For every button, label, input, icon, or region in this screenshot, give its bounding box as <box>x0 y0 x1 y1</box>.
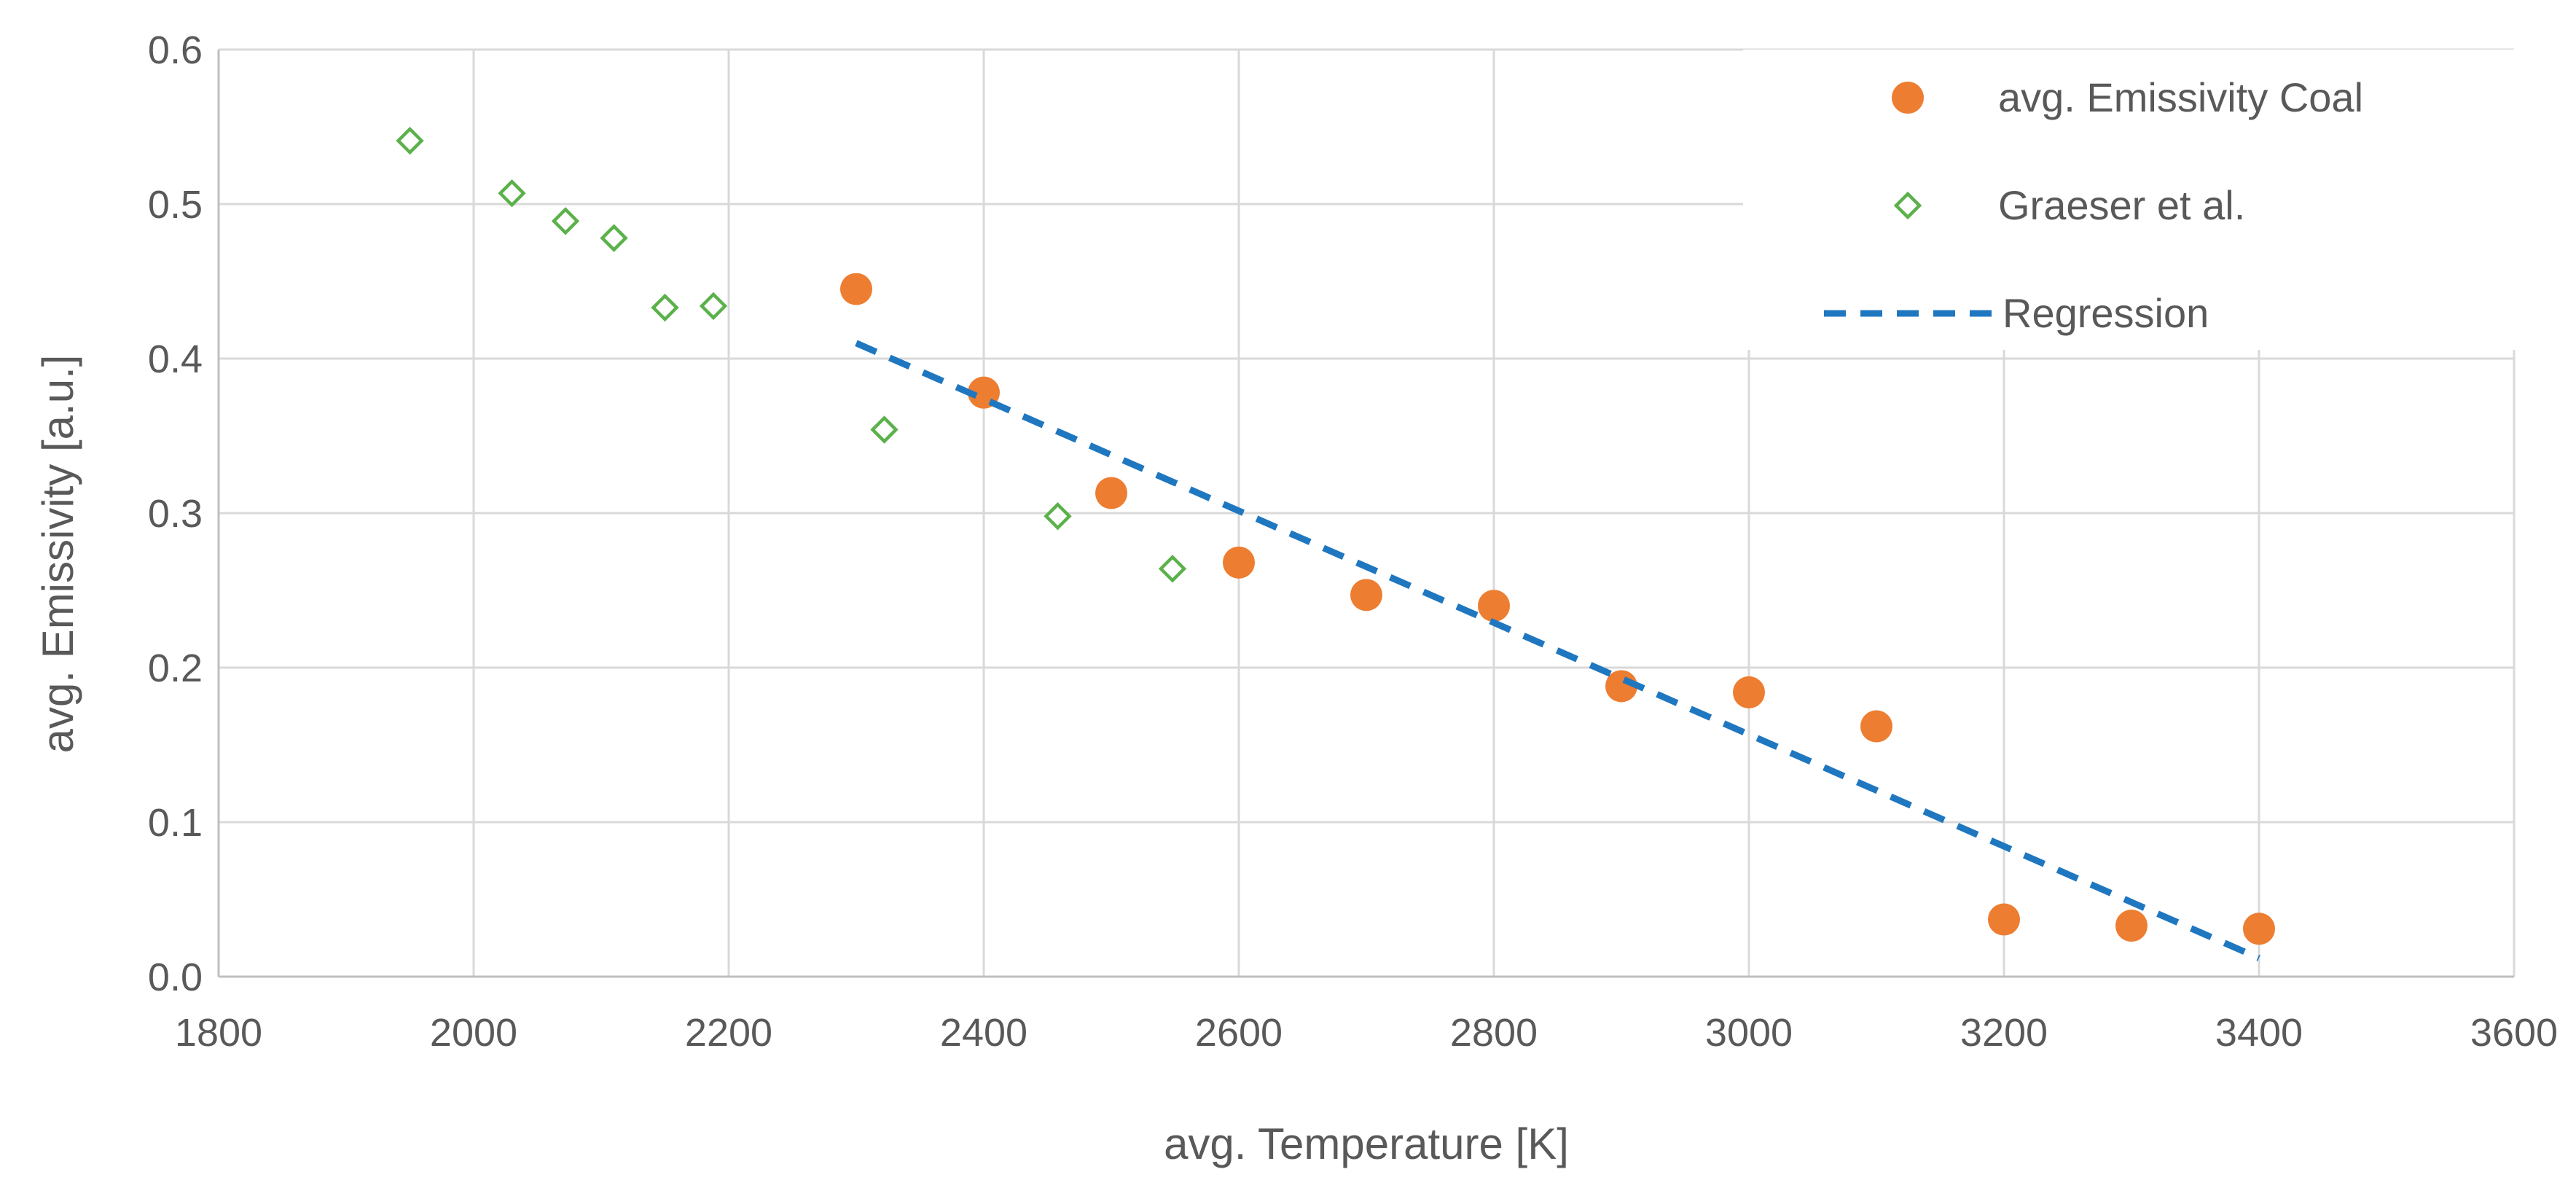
y-tick-label: 0.0 <box>148 956 203 999</box>
legend-marker-graeser <box>1893 191 1922 220</box>
x-tick-label: 3000 <box>1705 1011 1793 1055</box>
y-tick-label: 0.1 <box>148 801 203 845</box>
y-tick-label: 0.6 <box>148 28 203 72</box>
graeser-point <box>651 293 679 322</box>
coal-emissivity-point <box>1478 590 1510 622</box>
x-tick-label: 3200 <box>1960 1011 2048 1055</box>
graeser-point <box>396 126 424 155</box>
x-tick-label: 3600 <box>2470 1011 2558 1055</box>
coal-emissivity-point <box>1223 546 1255 579</box>
graeser-point <box>1044 502 1072 531</box>
graeser-point <box>1158 555 1187 583</box>
x-tick-label: 2400 <box>940 1011 1027 1055</box>
coal-emissivity-point <box>1733 676 1765 708</box>
coal-emissivity-point <box>1095 477 1127 509</box>
legend: avg. Emissivity Coal Graeser et al. Regres… <box>1743 50 2559 350</box>
graeser-point <box>551 207 580 235</box>
y-tick-label: 0.2 <box>148 646 203 690</box>
legend-label: Regression <box>2003 290 2209 336</box>
legend-marker-coal <box>1892 82 1924 114</box>
legend-label: avg. Emissivity Coal <box>1998 74 2363 120</box>
legend-box <box>1743 50 2559 350</box>
coal-emissivity-point <box>2115 910 2148 942</box>
coal-emissivity-point <box>1988 903 2020 936</box>
y-tick-label: 0.4 <box>148 337 203 381</box>
coal-emissivity-point <box>1605 670 1637 703</box>
x-axis-title: avg. Temperature [K] <box>1164 1120 1569 1168</box>
regression-line <box>855 340 2260 961</box>
coal-emissivity-point <box>1350 579 1382 612</box>
graeser-point <box>600 224 628 252</box>
x-tick-label: 3400 <box>2215 1011 2303 1055</box>
tick-labels: 1800 2000 2200 2400 2600 2800 3000 3200 3400 3600… <box>148 28 2558 1055</box>
x-tick-label: 2800 <box>1450 1011 1538 1055</box>
x-tick-label: 1800 <box>175 1011 262 1055</box>
graeser-point <box>699 292 728 321</box>
axes <box>217 50 2514 978</box>
y-tick-label: 0.3 <box>148 492 203 536</box>
graeser-point <box>870 415 899 444</box>
coal-emissivity-point <box>840 273 872 305</box>
x-tick-label: 2200 <box>685 1011 772 1055</box>
x-tick-label: 2600 <box>1195 1011 1283 1055</box>
coal-emissivity-point <box>1860 710 1892 743</box>
data-series <box>396 126 2275 961</box>
graeser-point <box>498 179 526 208</box>
y-axis-title: avg. Emissivity [a.u.] <box>34 355 82 754</box>
y-tick-label: 0.5 <box>148 183 203 227</box>
coal-emissivity-point <box>2243 913 2275 945</box>
x-tick-label: 2000 <box>430 1011 517 1055</box>
legend-label: Graeser et al. <box>1998 182 2245 228</box>
